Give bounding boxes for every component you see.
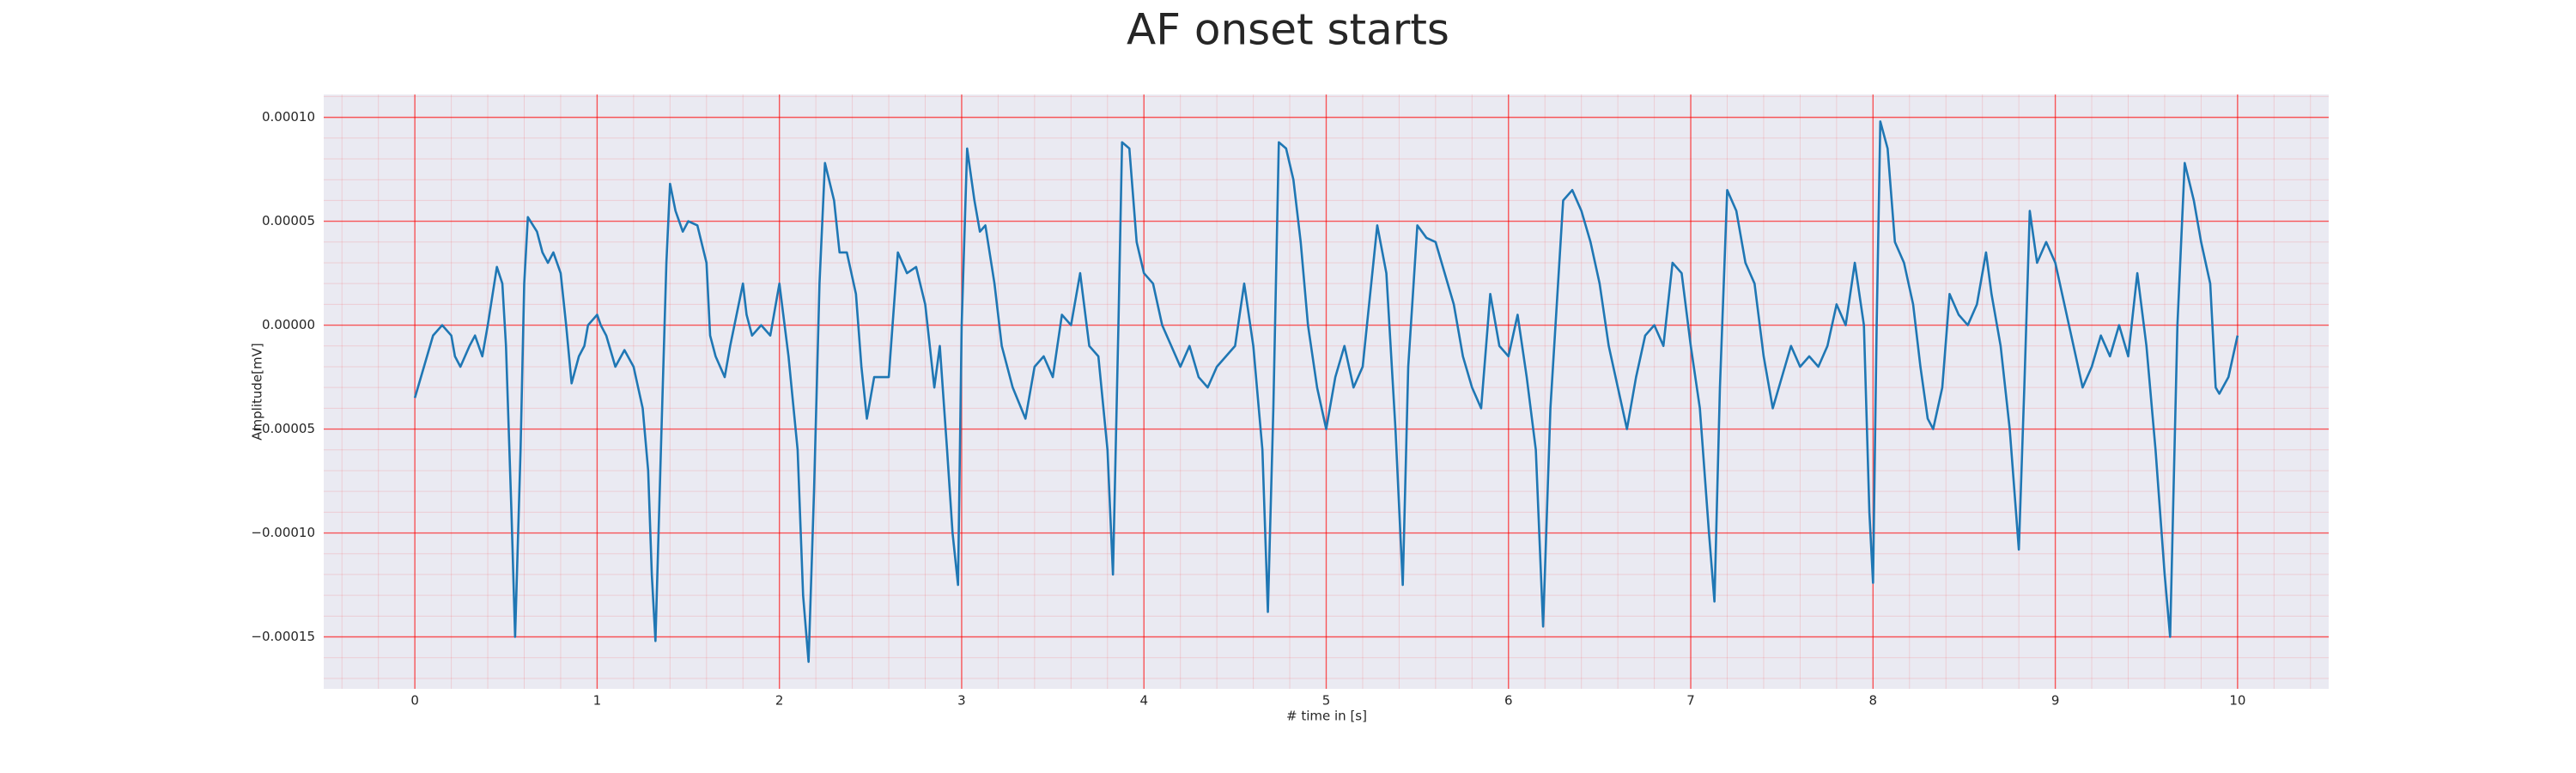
signal-line xyxy=(413,120,2239,663)
x-axis-label: # time in [s] xyxy=(1286,709,1367,724)
x-tick-label: 9 xyxy=(2051,693,2060,709)
y-tick-label: −0.00010 xyxy=(251,525,315,540)
x-tick-label: 3 xyxy=(957,693,966,709)
x-tick-label: 4 xyxy=(1139,693,1148,709)
x-tick-label: 6 xyxy=(1504,693,1513,709)
y-axis-label: Amplitude[mV] xyxy=(250,343,265,440)
y-tick-label: −0.00015 xyxy=(251,629,315,644)
x-tick-label: 10 xyxy=(2229,693,2245,709)
y-tick-label: 0.00010 xyxy=(262,109,315,125)
chart-title: AF onset starts xyxy=(1127,5,1449,55)
y-tick-label: 0.00005 xyxy=(262,213,315,228)
x-tick-label: 2 xyxy=(775,693,784,709)
x-tick-label: 7 xyxy=(1686,693,1695,709)
y-tick-label: 0.00000 xyxy=(262,317,315,332)
grid xyxy=(324,94,2329,689)
y-tick-label: −0.00005 xyxy=(251,421,315,436)
x-tick-label: 8 xyxy=(1869,693,1878,709)
x-tick-label: 1 xyxy=(593,693,602,709)
x-tick-label: 5 xyxy=(1322,693,1331,709)
x-tick-label: 0 xyxy=(410,693,419,709)
